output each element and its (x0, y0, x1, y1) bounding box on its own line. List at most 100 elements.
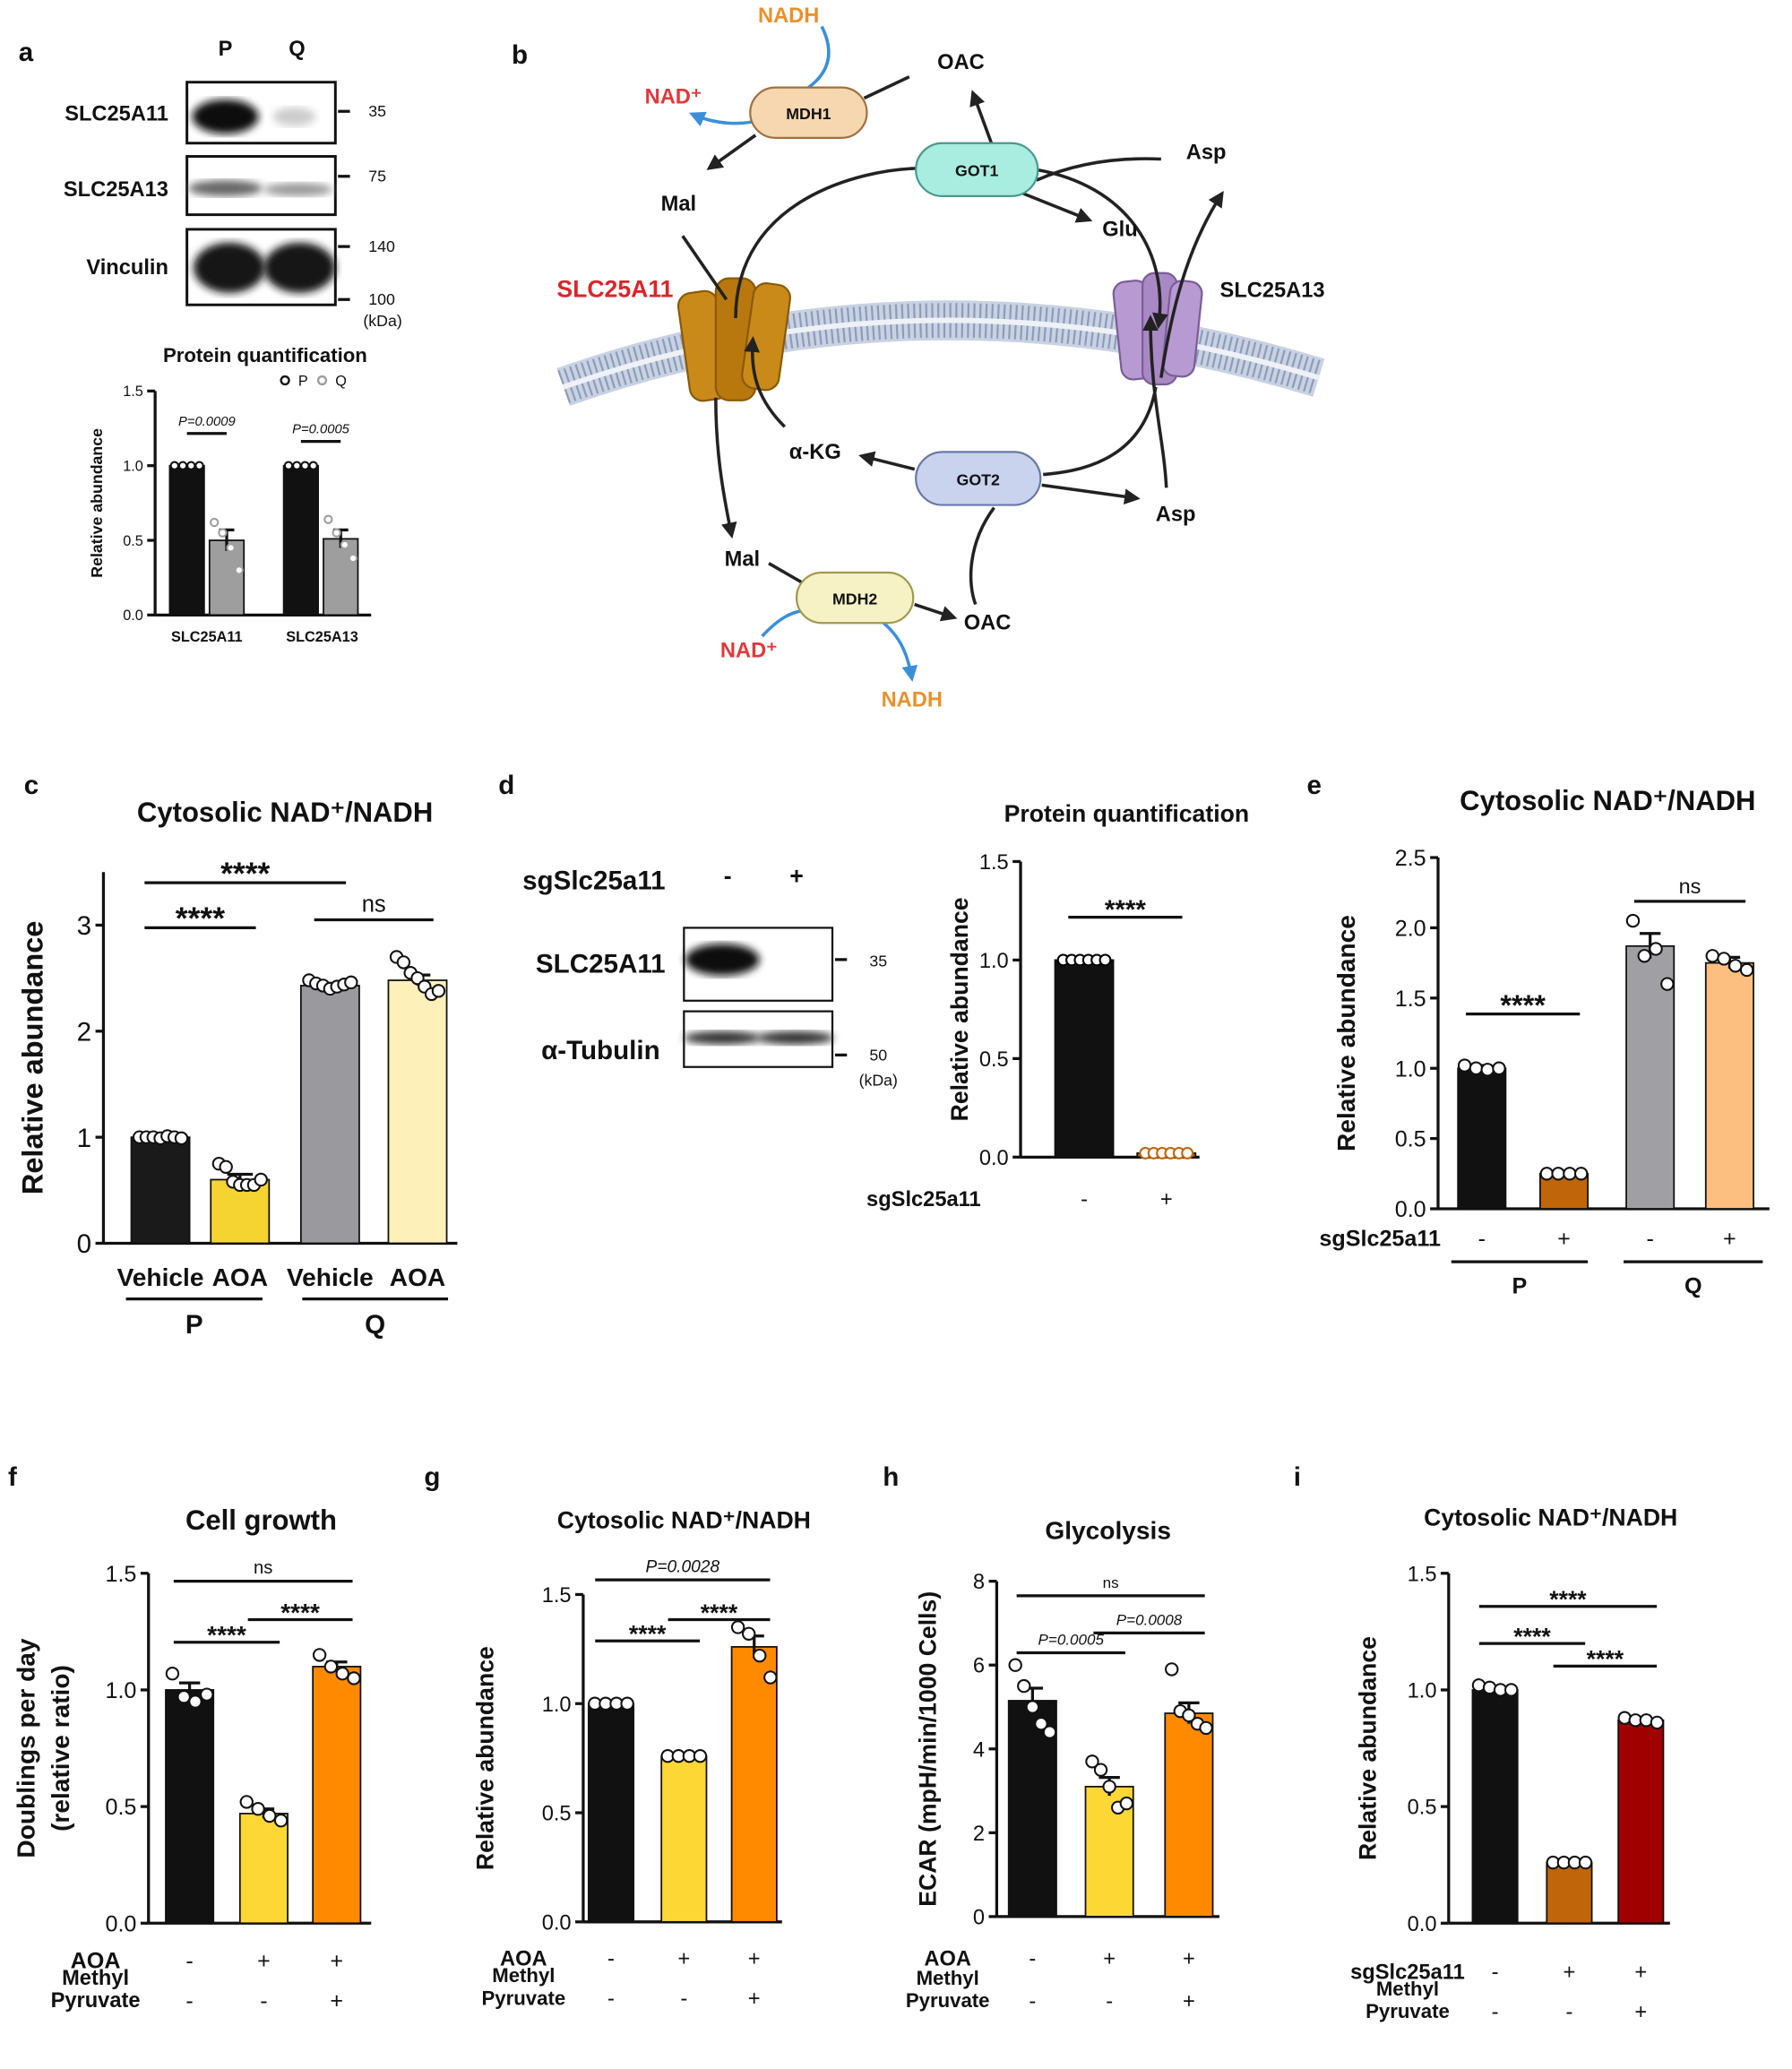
node-label: MDH2 (832, 591, 877, 608)
condition-value: - (1081, 1188, 1088, 1211)
arrow (1022, 192, 1093, 223)
y-tick-label: 1.5 (123, 384, 143, 400)
bar (587, 1703, 635, 1923)
data-point (344, 975, 358, 990)
condition-name: Pyruvate (906, 1989, 990, 2012)
node-label: NADH (758, 4, 819, 28)
blot-row: SLC25A13 (64, 178, 168, 202)
legend-marker (280, 375, 290, 386)
marker-ticks (338, 109, 350, 301)
condition-value: - (1478, 1226, 1486, 1251)
significance-label: **** (280, 1599, 320, 1626)
blot-row: α-Tubulin (541, 1036, 660, 1065)
y-axis-label: Relative abundance (471, 1646, 498, 1870)
bar (282, 464, 319, 616)
y-axis-label: (relative ratio) (47, 1665, 74, 1832)
condition-value: - (185, 1949, 193, 1974)
data-point (251, 1802, 265, 1816)
band (685, 944, 760, 976)
data-point (1728, 959, 1743, 973)
data-point (308, 461, 318, 470)
data-point (209, 517, 220, 528)
legend-label: P (298, 373, 308, 389)
data-point (186, 461, 196, 470)
panel-letter: e (1307, 771, 1322, 800)
y-tick-label: 0.5 (979, 1048, 1009, 1072)
enzyme (915, 142, 1039, 198)
panel-letter: f (8, 1462, 17, 1492)
marker: 35 (869, 952, 887, 970)
data-point (1573, 1167, 1589, 1181)
significance-label: **** (1500, 989, 1546, 1022)
condition-value: + (1564, 1961, 1576, 1984)
bar (208, 539, 246, 616)
condition-value: + (1634, 1961, 1647, 1984)
significance-label: **** (1549, 1586, 1587, 1613)
condition-name: sgSlc25a11 (1350, 1961, 1465, 1984)
data-point (1457, 1058, 1472, 1073)
data-point (234, 565, 245, 575)
data-point (312, 1648, 327, 1662)
node-label: OAC (937, 51, 985, 74)
arrow (706, 134, 757, 170)
data-point (1199, 1720, 1213, 1736)
data-point (200, 1687, 214, 1702)
blot-row: Vinculin (86, 256, 168, 280)
data-point (254, 1172, 268, 1187)
data-point (1119, 1796, 1134, 1811)
condition-value: + (330, 1988, 343, 2013)
data-point (188, 1694, 202, 1709)
y-tick-label: 0.5 (105, 1795, 136, 1820)
data-point (1649, 942, 1663, 956)
data-point (1181, 1146, 1194, 1160)
significance-label: P=0.0028 (646, 1557, 720, 1576)
data-point (1717, 952, 1731, 966)
node-label: SLC25A13 (1220, 279, 1325, 302)
data-point (283, 461, 294, 470)
y-tick-label: 1.5 (1395, 987, 1426, 1012)
y-tick-label: 0.0 (1395, 1197, 1426, 1222)
node-label: NAD⁺ (645, 85, 702, 108)
bar (1617, 1719, 1665, 1925)
y-tick-label: 1.5 (979, 851, 1009, 875)
arrow (714, 397, 737, 539)
data-point (1042, 1725, 1057, 1739)
arrow (1041, 483, 1141, 505)
bar (323, 538, 359, 616)
condition-value: + (748, 1948, 761, 1971)
data-point (431, 984, 446, 998)
condition-value: - (1492, 2001, 1499, 2024)
band (194, 242, 265, 293)
legend-label: Q (335, 373, 347, 389)
condition-name: Pyruvate (1366, 2000, 1450, 2022)
chart-title: Cytosolic NAD⁺/NADH (557, 1506, 811, 1533)
chart-title: Protein quantification (1004, 800, 1250, 827)
bar (299, 985, 360, 1245)
arrow (914, 602, 958, 622)
node-label: GOT1 (955, 162, 998, 180)
panel-letter: h (883, 1462, 899, 1492)
data-point (1182, 1708, 1196, 1723)
marker: (kDa) (859, 1071, 898, 1089)
y-tick-label: 0.5 (1408, 1797, 1437, 1820)
data-point (263, 1808, 277, 1823)
data-point (340, 539, 350, 550)
data-point (1563, 1167, 1577, 1181)
node-label: Mal (725, 548, 760, 572)
bar (210, 1178, 271, 1245)
condition-value: - (185, 1988, 193, 2013)
y-axis-label: Relative abundance (1332, 915, 1360, 1151)
data-point (1025, 1700, 1040, 1714)
y-tick-label: 2.5 (1395, 846, 1426, 871)
chart-title: Cytosolic NAD⁺/NADH (1424, 1504, 1677, 1531)
condition-value: - (260, 1988, 267, 2013)
condition-value: + (1183, 1990, 1195, 2013)
data-point (1739, 962, 1754, 978)
blot-column: - (724, 863, 732, 890)
bar (165, 1689, 215, 1925)
marker: 50 (869, 1046, 887, 1064)
arrow (969, 90, 994, 144)
bar (1546, 1861, 1593, 1925)
data-point (1102, 1780, 1116, 1794)
panel-letters: a b c d e f g h i (8, 38, 1322, 1492)
